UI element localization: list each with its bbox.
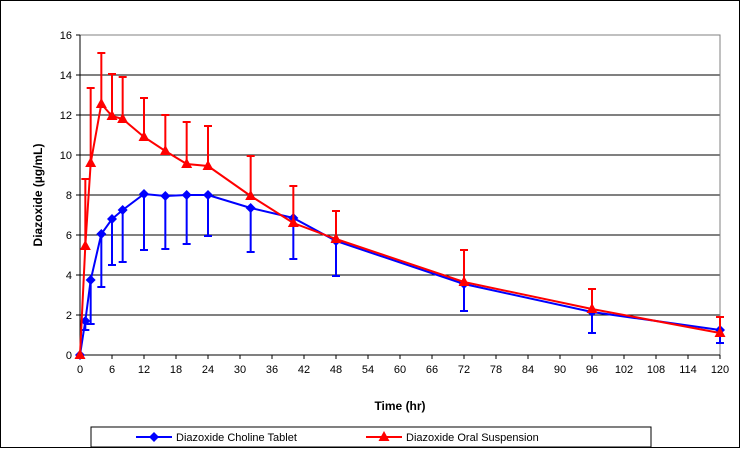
data-point <box>330 233 342 243</box>
data-point <box>245 190 257 200</box>
y-tick-label: 0 <box>66 350 72 362</box>
data-point <box>79 240 91 250</box>
x-tick-label: 0 <box>77 364 83 376</box>
x-tick-label: 54 <box>362 364 374 376</box>
data-point <box>245 203 256 213</box>
series-1 <box>74 52 726 359</box>
legend: Diazoxide Choline Tablet Diazoxide Oral S… <box>90 426 652 448</box>
series-line <box>79 101 721 356</box>
data-point <box>586 303 598 313</box>
x-tick-label: 48 <box>330 364 342 376</box>
data-point <box>181 158 193 168</box>
data-point <box>138 131 150 141</box>
data-point <box>85 157 97 167</box>
series-line <box>79 192 721 356</box>
y-axis-title: Diazoxide (µg/mL) <box>31 144 45 247</box>
x-tick-label: 18 <box>170 364 182 376</box>
x-tick-label: 120 <box>711 364 729 376</box>
data-point <box>203 190 213 200</box>
data-point <box>106 110 118 120</box>
legend-label: Diazoxide Choline Tablet <box>176 432 297 444</box>
y-tick-label: 4 <box>66 270 72 282</box>
data-point <box>85 275 96 285</box>
data-point <box>139 189 149 199</box>
data-point <box>107 214 117 224</box>
data-point <box>202 160 214 170</box>
data-point <box>287 217 299 227</box>
x-axis-title: Time (hr) <box>374 399 425 413</box>
x-tick-label: 102 <box>615 364 633 376</box>
x-tick-label: 90 <box>554 364 566 376</box>
legend-marker <box>149 432 159 442</box>
data-point <box>458 276 470 286</box>
legend-items: Diazoxide Choline Tablet Diazoxide Oral S… <box>136 431 539 444</box>
data-point <box>714 327 726 337</box>
x-tick-label: 30 <box>234 364 246 376</box>
x-tick-label: 36 <box>266 364 278 376</box>
x-axis-ticks: 0 6 12 18 24 30 36 42 48 54 60 66 72 78 84 90 96 102 108 11… <box>77 355 729 376</box>
data-point <box>160 191 171 201</box>
x-tick-label: 24 <box>202 364 214 376</box>
y-tick-label: 8 <box>66 190 72 202</box>
data-point <box>181 190 192 200</box>
x-tick-label: 96 <box>586 364 598 376</box>
y-tick-label: 14 <box>60 70 72 82</box>
data-point <box>80 316 91 326</box>
legend-marker <box>378 431 390 441</box>
data-point <box>96 229 107 239</box>
data-point <box>117 205 128 215</box>
y-tick-label: 16 <box>60 30 72 42</box>
x-tick-label: 108 <box>647 364 665 376</box>
x-tick-label: 66 <box>426 364 438 376</box>
data-point <box>117 113 129 123</box>
x-tick-label: 12 <box>138 364 150 376</box>
y-tick-label: 6 <box>66 230 72 242</box>
x-tick-label: 72 <box>458 364 470 376</box>
y-tick-label: 2 <box>66 310 72 322</box>
x-tick-label: 60 <box>394 364 406 376</box>
data-point <box>159 145 171 155</box>
x-tick-label: 6 <box>109 364 115 376</box>
legend-label: Diazoxide Oral Suspension <box>406 432 539 444</box>
x-tick-label: 78 <box>490 364 502 376</box>
x-tick-label: 42 <box>298 364 310 376</box>
series-layer <box>74 52 726 360</box>
y-tick-label: 12 <box>60 110 72 122</box>
data-point <box>95 98 107 108</box>
x-tick-label: 84 <box>522 364 534 376</box>
y-axis-ticks: 0 2 4 6 8 10 12 14 16 <box>60 30 720 362</box>
y-tick-label: 10 <box>60 150 72 162</box>
data-point <box>74 349 86 359</box>
x-tick-label: 114 <box>679 364 697 376</box>
